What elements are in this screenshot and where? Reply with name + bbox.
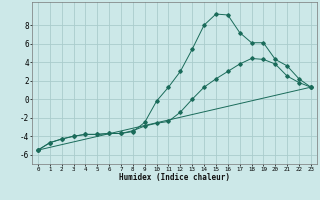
X-axis label: Humidex (Indice chaleur): Humidex (Indice chaleur) xyxy=(119,173,230,182)
